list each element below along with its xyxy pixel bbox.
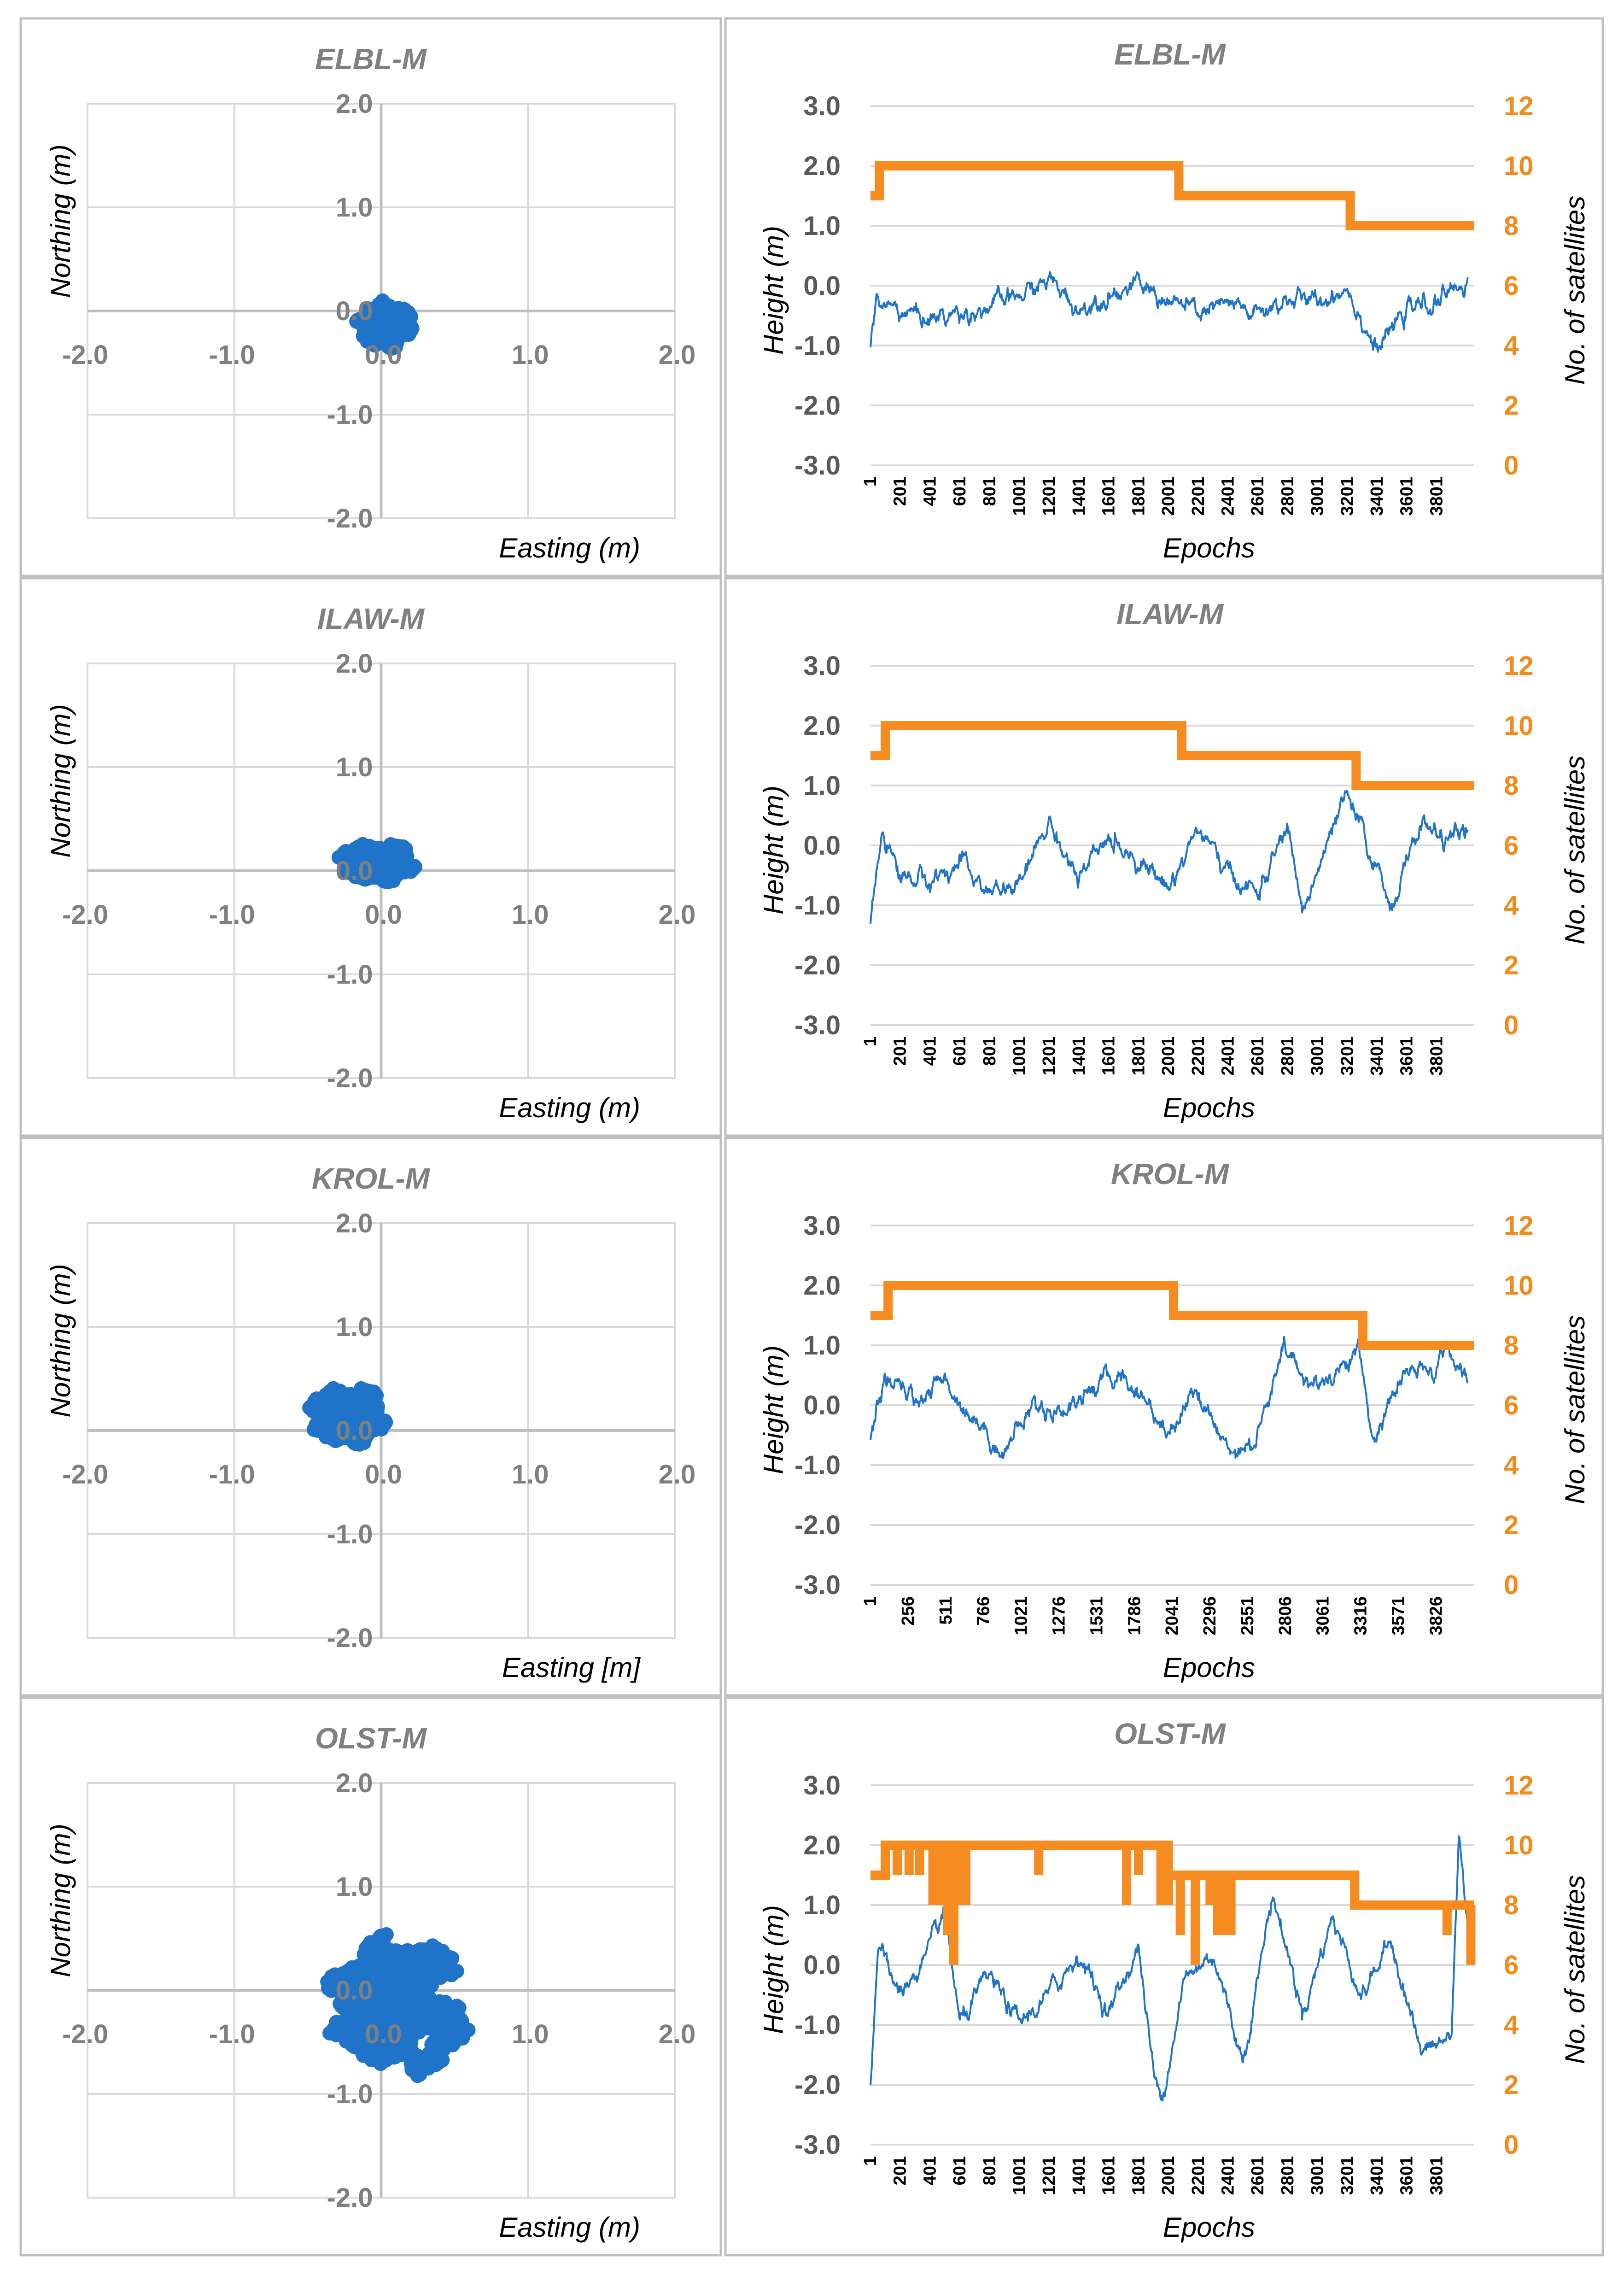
x-tick-label: 3601 xyxy=(1397,477,1417,516)
origin-label-x: 0.0 xyxy=(365,340,402,370)
y-tick-label: 1.0 xyxy=(803,211,841,241)
y2-tick-label: 6 xyxy=(1504,271,1519,301)
scatter-panel: ELBL-M 2.0 1.0 -1.0 -2.0 0.0 0.0 -2.0 -1.0 1.0 2.0… xyxy=(19,17,722,577)
x-tick-label: 1401 xyxy=(1069,477,1089,516)
x-tick-label: 2601 xyxy=(1248,477,1268,516)
x-tick-label: 601 xyxy=(950,477,970,506)
panel-frame xyxy=(19,17,722,577)
scatter-panel: ILAW-M2.01.0-1.0-2.00.00.0-2.0 -1.0 1.0 2.0… xyxy=(19,577,722,1137)
panels-group: ELBL-M 2.0 1.0 -1.0 -2.0 0.0 0.0 -2.0 -1.0 1.0 2.0… xyxy=(19,17,1604,2257)
y-tick-label: 3.0 xyxy=(803,91,841,121)
x-tick-label: 3201 xyxy=(1338,477,1357,516)
height-series-line xyxy=(870,271,1469,353)
chart-title: ELBL-M xyxy=(315,42,427,76)
y-tick-label: -1.0 xyxy=(794,331,841,361)
x-tick-label: 2801 xyxy=(1278,477,1297,516)
y-axis-title: Height (m) xyxy=(758,226,789,355)
x-tick-label: 3801 xyxy=(1427,477,1446,516)
x-tick-label: 3401 xyxy=(1367,477,1387,516)
y-tick-label: 1.0 xyxy=(336,193,373,223)
chart-title: ELBL-M xyxy=(1114,38,1226,71)
y-tick-label: -3.0 xyxy=(794,451,841,481)
y2-tick-label: 2 xyxy=(1504,391,1519,421)
x-tick-label: 1001 xyxy=(1010,477,1029,516)
height-panel: ELBL-M3.02.01.00.0-1.0-2.0-3.01210864201… xyxy=(724,17,1604,577)
y2-tick-label: 4 xyxy=(1504,331,1519,361)
x-tick-label: 2.0 xyxy=(659,340,696,370)
x-tick-label: 201 xyxy=(891,477,910,506)
x-tick-label: 3001 xyxy=(1308,477,1327,516)
y2-tick-label: 10 xyxy=(1504,151,1534,181)
x-tick-label: 1801 xyxy=(1129,477,1148,516)
x-tick-label: 1201 xyxy=(1040,477,1059,516)
y-axis-title: Northing (m) xyxy=(45,144,76,298)
x-tick-label: -1.0 xyxy=(209,340,255,370)
x-tick-label: 1.0 xyxy=(512,340,549,370)
x-tick-label: 2401 xyxy=(1218,477,1238,516)
y-tick-label: -1.0 xyxy=(327,400,373,430)
x-tick-label: 401 xyxy=(920,477,940,506)
y2-tick-label: 12 xyxy=(1504,91,1534,121)
y2-tick-label: 8 xyxy=(1504,211,1519,241)
satellites-series-line xyxy=(870,161,1474,230)
x-tick-label: -2.0 xyxy=(62,340,108,370)
scatter-points xyxy=(349,293,420,356)
y-tick-label: 2.0 xyxy=(336,89,373,119)
x-tick-label: 2201 xyxy=(1189,477,1208,516)
x-tick-label: 2001 xyxy=(1159,477,1178,516)
y-tick-label: -2.0 xyxy=(794,391,841,421)
x-axis-title: Epochs xyxy=(1163,533,1255,563)
x-axis-title: Easting (m) xyxy=(499,533,640,563)
y2-tick-label: 0 xyxy=(1504,451,1519,481)
y-tick-label: 0.0 xyxy=(803,271,841,301)
x-tick-label: 1601 xyxy=(1099,477,1119,516)
y-tick-label: -2.0 xyxy=(327,504,373,534)
y-tick-label: 2.0 xyxy=(803,151,841,181)
x-tick-label: 801 xyxy=(980,477,999,506)
y2-axis-title: No. of satellites xyxy=(1560,196,1590,385)
x-tick-label: 1 xyxy=(861,477,880,487)
origin-label-y: 0.0 xyxy=(336,296,373,326)
